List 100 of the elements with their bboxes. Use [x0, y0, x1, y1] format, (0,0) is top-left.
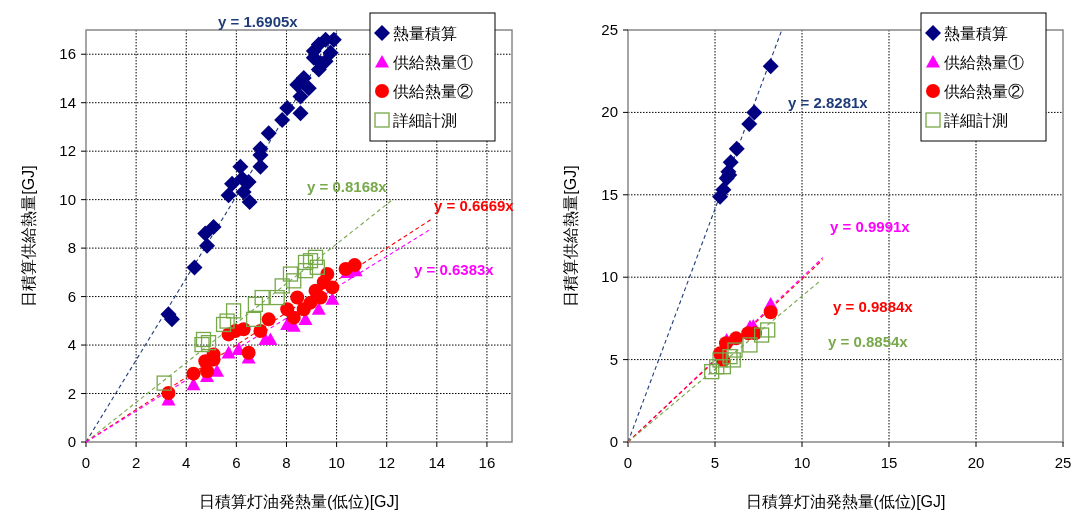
point [728, 140, 745, 157]
point [274, 111, 291, 128]
point [325, 292, 340, 305]
point [195, 331, 212, 348]
point [261, 312, 276, 327]
point [156, 375, 172, 391]
annotation: y = 0.8854x [828, 333, 909, 350]
point [269, 289, 285, 306]
point [286, 273, 302, 289]
point [722, 348, 738, 365]
point [254, 289, 270, 306]
y-axis-title: 日積算供給熱量[GJ] [562, 165, 579, 307]
legend-label: 供給熱量① [944, 54, 1024, 71]
point [760, 322, 776, 338]
point [252, 158, 269, 175]
point [741, 115, 758, 132]
point [194, 336, 210, 353]
y-axis-title: 日積算供給熱量[GJ] [20, 165, 37, 307]
x-tick-label: 2 [131, 454, 141, 471]
x-tick-label: 15 [880, 454, 898, 471]
x-tick-label: 4 [182, 454, 191, 471]
point [297, 254, 314, 271]
x-tick-label: 0 [81, 454, 91, 471]
y-tick-label: 4 [67, 336, 76, 354]
x-axis-title: 日積算灯油発熱量(低位)[GJ] [745, 493, 946, 510]
point [186, 259, 203, 276]
annotation: y = 0.6669x [434, 197, 515, 214]
x-tick-label: 14 [428, 454, 446, 471]
x-tick-label: 10 [793, 454, 811, 471]
point [290, 290, 305, 305]
x-axis-title: 日積算灯油発熱量(低位)[GJ] [199, 493, 399, 510]
y-tick-label: 0 [609, 433, 618, 450]
y-tick-label: 10 [59, 190, 76, 208]
point [286, 310, 301, 325]
y-tick-label: 15 [601, 185, 618, 203]
legend-label: 供給熱量① [393, 54, 473, 71]
y-tick-label: 0 [67, 433, 76, 450]
point [274, 278, 290, 294]
y-tick-label: 2 [67, 384, 76, 402]
y-tick-label: 14 [59, 93, 76, 111]
point [282, 266, 299, 282]
annotation: y = 0.9991x [830, 218, 911, 235]
point [279, 100, 296, 117]
point [260, 125, 277, 142]
y-tick-label: 5 [609, 350, 618, 368]
x-tick-label: 10 [328, 454, 345, 471]
point [215, 316, 232, 333]
legend-label: 詳細計測 [944, 112, 1008, 129]
x-tick-label: 8 [282, 454, 291, 471]
point [197, 225, 214, 242]
point [200, 334, 217, 351]
point [241, 194, 258, 211]
point [763, 305, 778, 320]
x-tick-label: 25 [1054, 454, 1072, 471]
y-tick-label: 10 [601, 268, 618, 286]
point [309, 259, 325, 275]
y-tick-label: 20 [601, 103, 618, 121]
annotation: y = 0.8168x [307, 178, 388, 195]
legend-label: 熱量積算 [393, 25, 457, 42]
point [742, 337, 758, 353]
point [725, 352, 741, 368]
point [316, 275, 331, 290]
legend-label: 熱量積算 [944, 25, 1008, 42]
point [186, 366, 201, 381]
annotation: y = 0.9884x [833, 298, 914, 315]
x-tick-label: 16 [478, 454, 496, 471]
point [727, 342, 743, 358]
y-tick-label: 25 [601, 21, 618, 38]
annotation: y = 2.8281x [788, 94, 869, 111]
point [245, 311, 262, 328]
point [221, 345, 236, 359]
point [297, 263, 314, 279]
point [225, 303, 242, 319]
point [704, 363, 720, 380]
point [205, 219, 222, 236]
point [224, 175, 241, 192]
point [347, 258, 362, 273]
point [295, 69, 312, 86]
point [715, 359, 731, 375]
point [762, 58, 779, 75]
point [753, 327, 770, 343]
point [247, 296, 264, 312]
point [302, 253, 319, 269]
legend-label: 供給熱量② [944, 83, 1024, 100]
y-tick-label: 8 [67, 239, 76, 257]
point [313, 290, 328, 305]
point [709, 359, 725, 375]
point [746, 104, 763, 121]
point [300, 80, 317, 97]
point [292, 105, 309, 122]
point [253, 324, 268, 338]
text: y = 1.6905x [218, 13, 299, 30]
legend-label: 供給熱量② [393, 83, 473, 100]
point [241, 345, 256, 360]
point [712, 352, 728, 368]
y-tick-label: 16 [59, 45, 76, 63]
x-tick-label: 6 [232, 454, 241, 471]
y-tick-label: 12 [59, 142, 76, 160]
x-tick-label: 0 [623, 454, 633, 471]
x-tick-label: 12 [378, 454, 396, 471]
